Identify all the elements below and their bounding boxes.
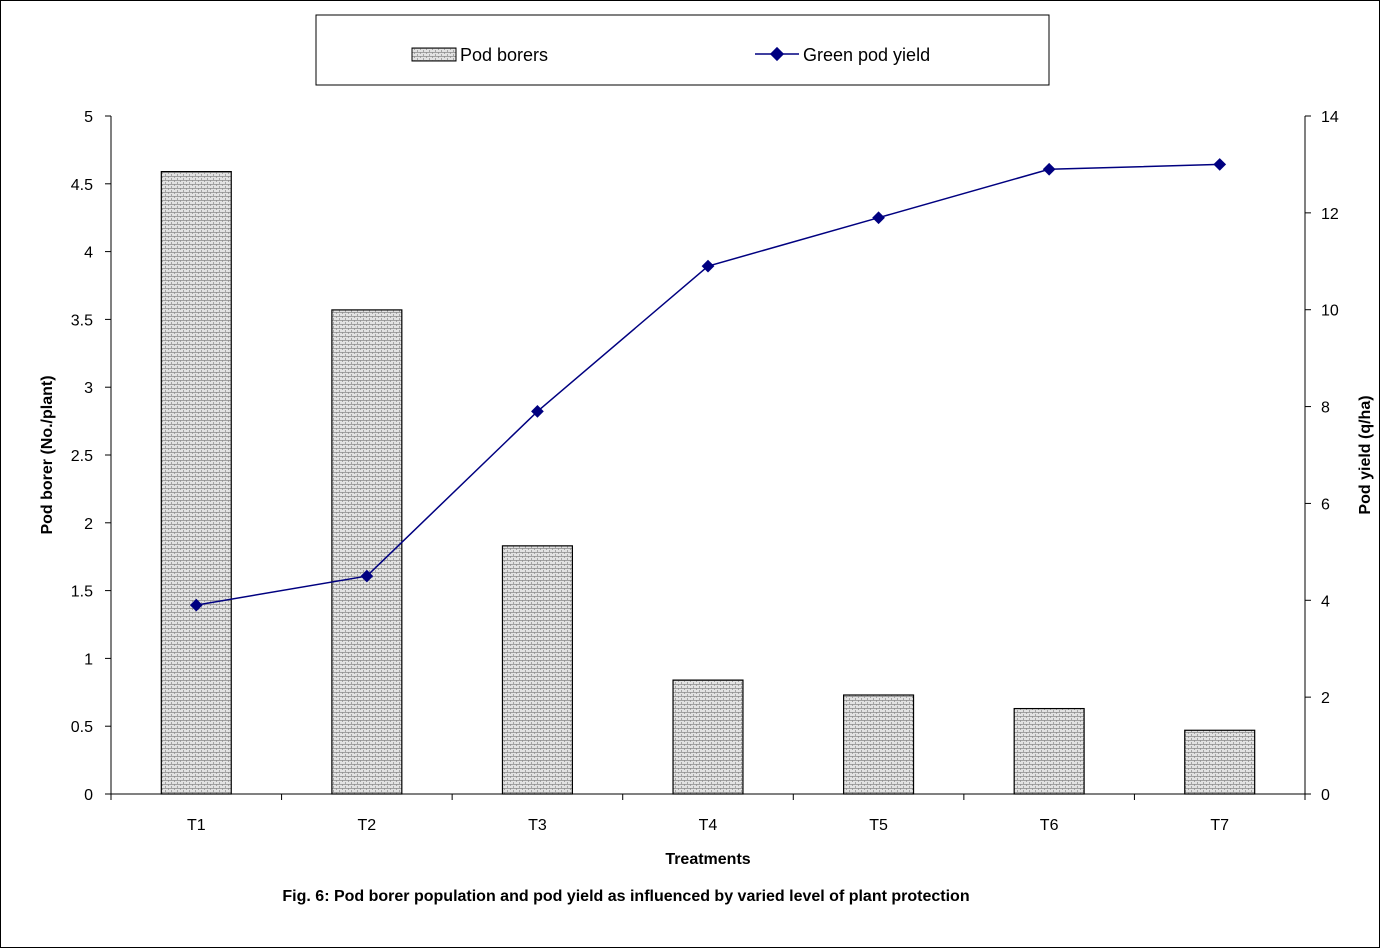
left-tick-label: 5 <box>84 109 93 126</box>
right-tick-label: 4 <box>1321 593 1330 610</box>
left-tick-label: 0.5 <box>71 719 93 736</box>
x-tick-label: T7 <box>1210 817 1229 834</box>
figure-caption: Fig. 6: Pod borer population and pod yie… <box>282 888 969 905</box>
legend: Pod borers Green pod yield <box>315 14 1050 86</box>
right-tick-label: 8 <box>1321 400 1330 417</box>
x-tick-label: T2 <box>358 817 377 834</box>
right-tick-label: 2 <box>1321 690 1330 707</box>
y-axis-title: Pod borer (No./plant) <box>39 375 56 534</box>
right-tick-label: 0 <box>1321 787 1330 804</box>
x-tick-label: T5 <box>869 817 888 834</box>
category-labels: T1 T2 T3 T4 T5 T6 T7 <box>110 794 1306 834</box>
left-tick-label: 1.5 <box>71 584 93 601</box>
bar-t7 <box>1184 729 1256 795</box>
x-axis-title: Treatments <box>665 851 750 868</box>
x-tick-label: T4 <box>699 817 718 834</box>
right-tick-label: 6 <box>1321 496 1330 513</box>
left-tick-label: 4.5 <box>71 177 93 194</box>
legend-swatch-pod-borers <box>411 47 457 62</box>
bar-t2 <box>331 309 403 795</box>
left-tick-label: 1 <box>84 651 93 668</box>
legend-label-pod-borers: Pod borers <box>460 45 548 65</box>
bar-t6 <box>1013 707 1085 795</box>
left-axis-ticks: 0 0.5 1 1.5 2 2.5 3 3.5 4 4.5 5 <box>71 109 111 804</box>
right-tick-label: 12 <box>1321 206 1339 223</box>
left-tick-label: 2 <box>84 516 93 533</box>
y2-axis-title: Pod yield (q/ha) <box>1357 395 1374 514</box>
left-tick-label: 2.5 <box>71 448 93 465</box>
bar-t1 <box>160 170 232 795</box>
left-tick-label: 3.5 <box>71 312 93 329</box>
right-tick-label: 14 <box>1321 109 1339 126</box>
bar-t5 <box>843 694 915 795</box>
legend-swatch-marker <box>769 46 785 62</box>
left-tick-label: 0 <box>84 787 93 804</box>
right-axis-ticks: 0 2 4 6 8 10 12 14 <box>1305 109 1339 804</box>
bar-t4 <box>672 679 744 795</box>
x-tick-label: T6 <box>1040 817 1059 834</box>
bar-series <box>160 170 1256 795</box>
bar-t3 <box>501 545 573 795</box>
left-tick-label: 4 <box>84 245 93 262</box>
x-tick-label: T3 <box>528 817 547 834</box>
right-tick-label: 10 <box>1321 303 1339 320</box>
legend-label-green-pod-yield: Green pod yield <box>803 45 930 65</box>
x-tick-label: T1 <box>187 817 206 834</box>
left-tick-label: 3 <box>84 380 93 397</box>
